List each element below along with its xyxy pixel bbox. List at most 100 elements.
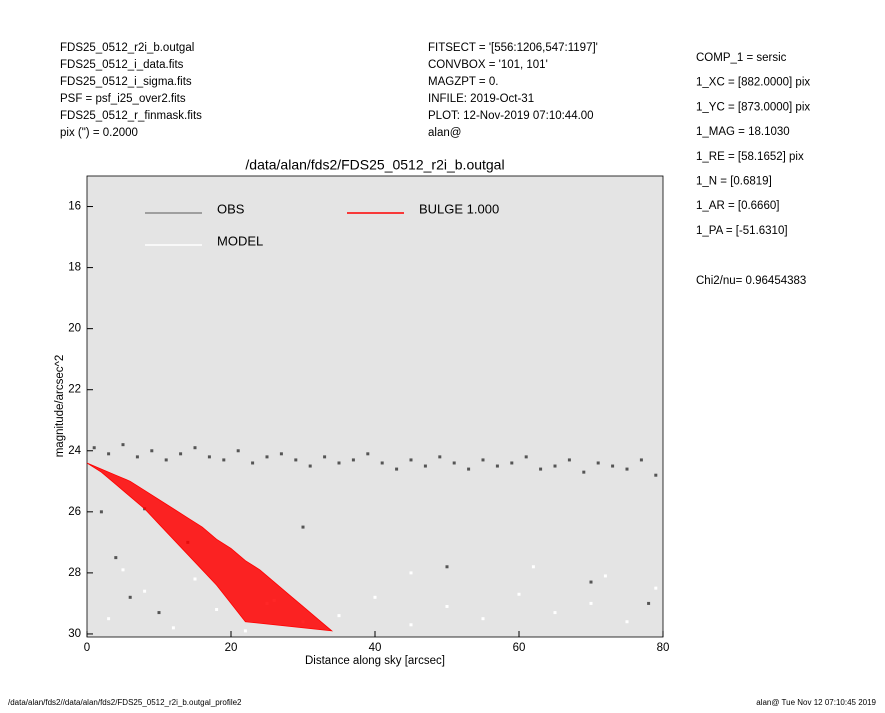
data-point [193, 446, 197, 450]
x-tick-label: 80 [657, 642, 670, 654]
data-point [589, 580, 593, 584]
y-tick-label: 16 [68, 201, 81, 213]
data-point [395, 467, 399, 471]
data-point [337, 614, 341, 618]
data-point [495, 464, 499, 468]
data-point [452, 461, 456, 465]
data-point [596, 461, 600, 465]
data-point [567, 458, 571, 462]
data-point [207, 455, 211, 459]
data-point [647, 601, 651, 605]
data-point [553, 464, 557, 468]
y-tick-label: 26 [68, 506, 81, 518]
data-point [438, 455, 442, 459]
data-point [121, 568, 125, 572]
header-right: 1_MAG = 18.1030 [696, 126, 790, 138]
data-point [92, 446, 96, 450]
data-point [323, 455, 327, 459]
data-point [611, 464, 615, 468]
legend-label: MODEL [217, 233, 263, 248]
data-point [409, 458, 413, 462]
data-point [625, 467, 629, 471]
header-left: FDS25_0512_i_data.fits [60, 59, 184, 71]
data-point [121, 443, 125, 447]
data-point [337, 461, 341, 465]
y-tick-label: 24 [68, 445, 81, 457]
header-left: PSF = psf_i25_over2.fits [60, 93, 186, 105]
y-axis-label: magnitude/arcsec^2 [54, 355, 66, 458]
data-point [639, 458, 643, 462]
data-point [99, 510, 103, 514]
legend-label: BULGE 1.000 [419, 201, 499, 216]
data-point [107, 617, 111, 621]
y-tick-label: 28 [68, 567, 81, 579]
data-point [445, 565, 449, 569]
data-point [409, 623, 413, 627]
header-left: FDS25_0512_r_finmask.fits [60, 110, 202, 122]
data-point [243, 629, 247, 633]
data-point [517, 592, 521, 596]
data-point [524, 455, 528, 459]
y-tick-label: 30 [68, 628, 81, 640]
plot-background [86, 175, 664, 638]
data-point [265, 455, 269, 459]
x-tick-label: 0 [84, 642, 90, 654]
data-point [308, 464, 312, 468]
data-point [539, 467, 543, 471]
data-point [654, 473, 658, 477]
header-middle: FITSECT = '[556:1206,547:1197]' [428, 42, 598, 54]
header-right: 1_PA = [-51.6310] [696, 225, 788, 237]
data-point [301, 525, 305, 529]
header-right: COMP_1 = sersic [696, 52, 787, 64]
data-point [380, 461, 384, 465]
x-tick-label: 20 [225, 642, 238, 654]
data-point [654, 586, 658, 590]
data-point [135, 455, 139, 459]
x-tick-label: 40 [369, 642, 382, 654]
footer-right: alan@ Tue Nov 12 07:10:45 2019 [756, 698, 876, 707]
header-middle: alan@ [428, 127, 461, 139]
data-point [251, 461, 255, 465]
data-point [409, 571, 413, 575]
data-point [366, 452, 370, 456]
header-left: pix (") = 0.2000 [60, 127, 138, 139]
data-point [373, 595, 377, 599]
header-right: 1_N = [0.6819] [696, 176, 772, 188]
y-tick-label: 18 [68, 262, 81, 274]
x-axis-label: Distance along sky [arcsec] [305, 655, 445, 667]
data-point [222, 458, 226, 462]
data-point [279, 452, 283, 456]
header-middle: MAGZPT = 0. [428, 76, 498, 88]
header-middle: CONVBOX = '101, 101' [428, 59, 548, 71]
data-point [215, 608, 219, 612]
data-point [143, 589, 147, 593]
y-tick-label: 20 [68, 323, 81, 335]
data-point [179, 452, 183, 456]
header-right: 1_AR = [0.6660] [696, 200, 779, 212]
data-point [603, 574, 607, 578]
data-point [510, 461, 514, 465]
data-point [625, 620, 629, 624]
data-point [157, 611, 161, 615]
header-left: FDS25_0512_r2i_b.outgal [60, 42, 194, 54]
data-point [445, 604, 449, 608]
x-tick-label: 60 [513, 642, 526, 654]
data-point [423, 464, 427, 468]
header-right: 1_XC = [882.0000] pix [696, 77, 810, 89]
y-tick-label: 22 [68, 384, 81, 396]
legend-label: OBS [217, 201, 245, 216]
data-point [193, 577, 197, 581]
header-right: 1_YC = [873.0000] pix [696, 101, 810, 113]
data-point [114, 556, 118, 560]
data-point [171, 626, 175, 630]
header-left: FDS25_0512_i_sigma.fits [60, 76, 192, 88]
data-point [150, 449, 154, 453]
data-point [481, 458, 485, 462]
data-point [553, 611, 557, 615]
data-point [467, 467, 471, 471]
header-right: 1_RE = [58.1652] pix [696, 151, 804, 163]
bulge-area [86, 462, 334, 632]
data-point [164, 458, 168, 462]
data-point [294, 458, 298, 462]
